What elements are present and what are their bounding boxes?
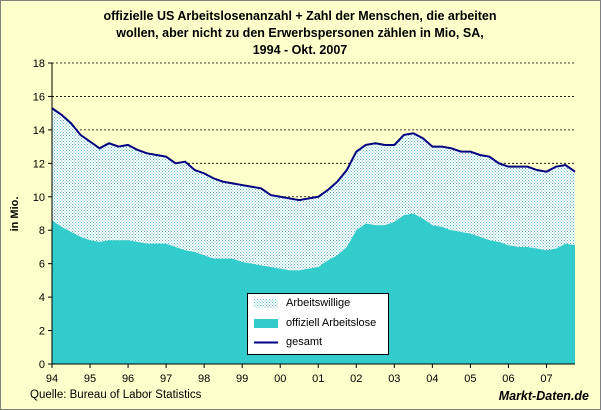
line-gesamt	[51, 107, 576, 202]
legend-swatch-filled	[254, 319, 278, 328]
y-tick-label-12: 12	[33, 158, 45, 170]
y-tick-label-10: 10	[33, 192, 45, 204]
x-tick-label-96: 96	[122, 373, 134, 385]
legend: Arbeitswillige offiziell Arbeitslose ges…	[247, 293, 389, 355]
x-tick-label-07: 07	[540, 373, 552, 385]
x-tick-label-98: 98	[198, 373, 210, 385]
chart-title-line-2: wollen, aber nicht zu den Erwerbspersone…	[116, 26, 484, 40]
legend-label-offiziell-arbeitslose: offiziell Arbeitslose	[286, 317, 377, 329]
x-tick-label-00: 00	[274, 373, 286, 385]
source-note: Quelle: Bureau of Labor Statistics	[30, 389, 202, 401]
x-tick-label-03: 03	[388, 373, 400, 385]
y-tick-label-6: 6	[39, 259, 45, 271]
x-tick-label-97: 97	[160, 373, 172, 385]
x-tick-label-05: 05	[464, 373, 476, 385]
legend-item-arbeitswillige: Arbeitswillige	[248, 295, 388, 313]
x-tick-label-99: 99	[236, 373, 248, 385]
x-tick-label-02: 02	[350, 373, 362, 385]
x-tick-label-94: 94	[46, 373, 58, 385]
y-tick-label-18: 18	[33, 58, 45, 70]
y-tick-label-4: 4	[39, 292, 45, 304]
y-axis-label: in Mio.	[9, 197, 21, 232]
x-tick-label-95: 95	[84, 373, 96, 385]
y-tick-label-8: 8	[39, 225, 45, 237]
legend-label-gesamt: gesamt	[286, 336, 323, 348]
brand-watermark: Markt-Daten.de	[498, 389, 589, 403]
x-tick-label-01: 01	[312, 373, 324, 385]
y-tick-label-16: 16	[33, 91, 45, 103]
area-offiziell-arbeitslose	[52, 213, 575, 364]
x-tick-label-06: 06	[502, 373, 514, 385]
y-tick-label-14: 14	[33, 125, 45, 137]
legend-item-offiziell-arbeitslose: offiziell Arbeitslose	[248, 315, 388, 333]
legend-item-gesamt: gesamt	[248, 334, 388, 352]
chart-title-line-3: 1994 - Okt. 2007	[252, 43, 348, 57]
legend-label-arbeitswillige: Arbeitswillige	[286, 297, 351, 309]
chart-title-line-1: offizielle US Arbeitslosenanzahl + Zahl …	[103, 9, 497, 23]
x-tick-label-04: 04	[426, 373, 438, 385]
legend-swatch-dotted	[254, 299, 278, 308]
y-tick-label-0: 0	[39, 359, 45, 371]
legend-swatch-line	[254, 341, 278, 344]
y-tick-label-2: 2	[39, 326, 45, 338]
